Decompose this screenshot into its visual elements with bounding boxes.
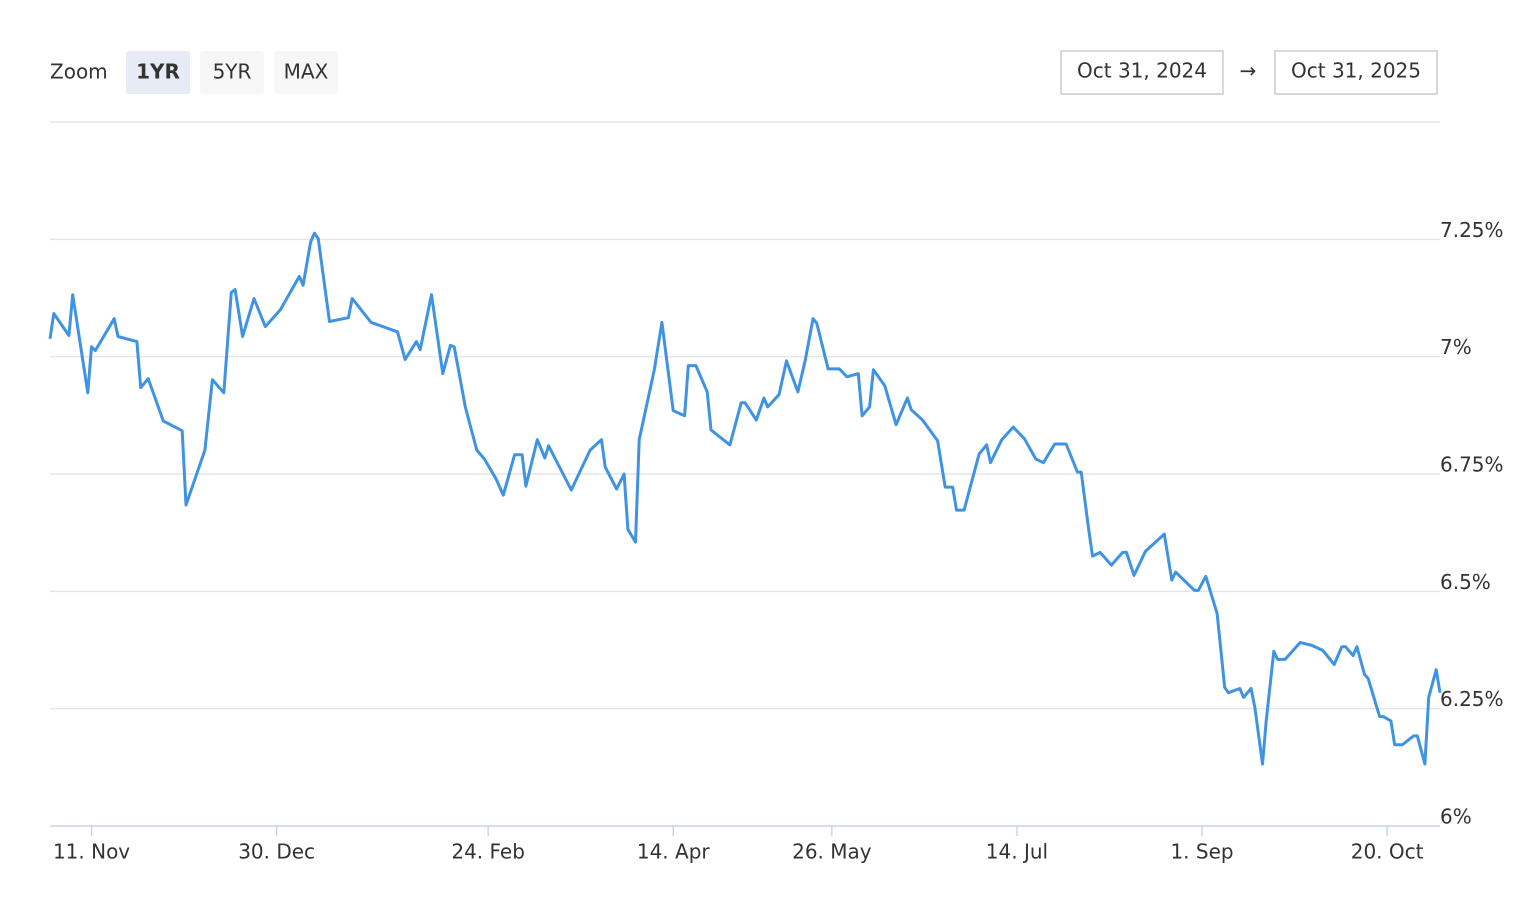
zoom-button-label[interactable]: MAX xyxy=(284,60,329,84)
date-to[interactable]: Oct 31, 2025 xyxy=(1291,59,1421,83)
y-tick-label: 7.25% xyxy=(1440,218,1504,242)
x-tick-label: 14. Jul xyxy=(986,840,1048,864)
zoom-button-label[interactable]: 5YR xyxy=(213,60,252,84)
series-line xyxy=(48,231,1442,766)
zoom-button[interactable] xyxy=(200,51,264,94)
y-tick-label: 7% xyxy=(1440,335,1472,359)
zoom-button[interactable] xyxy=(126,51,190,94)
zoom-button[interactable] xyxy=(274,51,338,94)
date-from[interactable]: Oct 31, 2024 xyxy=(1077,59,1207,83)
y-tick-label: 6.25% xyxy=(1440,687,1504,711)
range-arrow: → xyxy=(1240,59,1257,83)
x-tick-label: 24. Feb xyxy=(451,840,525,864)
y-tick-label: 6% xyxy=(1440,805,1472,829)
y-tick-label: 6.75% xyxy=(1440,453,1504,477)
y-tick-label: 6.5% xyxy=(1440,570,1491,594)
x-tick-label: 20. Oct xyxy=(1351,840,1424,864)
x-tick-label: 1. Sep xyxy=(1170,840,1233,864)
x-tick-label: 26. May xyxy=(792,840,872,864)
zoom-button-label[interactable]: 1YR xyxy=(136,60,180,84)
zoom-label: Zoom xyxy=(50,60,108,84)
x-tick-label: 14. Apr xyxy=(637,840,711,864)
x-tick-label: 11. Nov xyxy=(53,840,130,864)
date-to-box[interactable] xyxy=(1274,50,1438,95)
date-from-box[interactable] xyxy=(1060,50,1224,95)
x-tick-label: 30. Dec xyxy=(238,840,315,864)
